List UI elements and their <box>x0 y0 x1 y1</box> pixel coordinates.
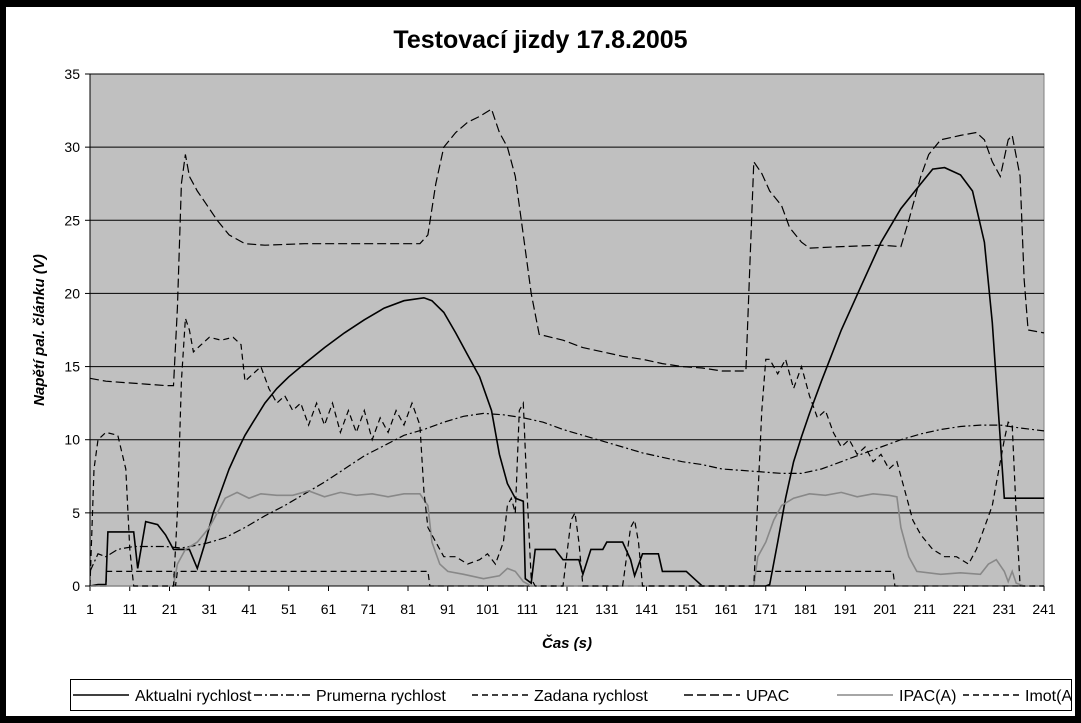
legend-label: UPAC <box>746 688 789 705</box>
chart-title: Testovací jizdy 17.8.2005 <box>393 26 688 54</box>
x-tick-label: 201 <box>873 601 897 617</box>
series-line-zadana-rychlost <box>90 570 1044 587</box>
y-tick-label: 20 <box>64 285 80 301</box>
x-tick-label: 71 <box>360 601 376 617</box>
x-tick-label: 151 <box>675 601 699 617</box>
x-tick-label: 41 <box>241 601 257 617</box>
x-tick-label: 31 <box>201 601 217 617</box>
x-tick-label: 191 <box>834 601 858 617</box>
series-line-upac <box>89 108 1045 387</box>
y-tick-label: 25 <box>64 212 80 228</box>
legend-label: Imot(A) <box>1025 688 1071 705</box>
x-tick-label: 101 <box>476 601 500 617</box>
series-line-ipac-a <box>90 490 1044 587</box>
legend-label: IPAC(A) <box>899 688 956 705</box>
chart-legend: Aktualni rychlost Prumerna rychlost Zadana… <box>70 679 1072 711</box>
x-tick-label: 141 <box>635 601 659 617</box>
series-lines <box>89 108 1045 587</box>
y-tick-label: 30 <box>64 139 80 155</box>
legend-items: Aktualni rychlost Prumerna rychlost Zadana… <box>73 688 1071 705</box>
legend-label: Zadana rychlost <box>534 688 648 705</box>
x-tick-label: 211 <box>914 601 937 617</box>
legend-label: Aktualni rychlost <box>135 688 252 705</box>
x-tick-label: 231 <box>993 601 1017 617</box>
x-tick-label: 51 <box>281 601 297 617</box>
x-tick-label: 181 <box>794 601 818 617</box>
x-tick-label: 91 <box>440 601 456 617</box>
x-tick-label: 1 <box>86 601 94 617</box>
x-tick-label: 131 <box>595 601 619 617</box>
plot-area <box>89 73 1045 587</box>
x-axis-ticks: 1 11 21 31 41 51 61 71 81 91 101 111 121 131 141 151 161… <box>86 585 1056 617</box>
x-tick-label: 11 <box>122 601 137 617</box>
y-tick-label: 35 <box>64 66 80 82</box>
legend-label: Prumerna rychlost <box>316 688 446 705</box>
x-tick-label: 241 <box>1032 601 1056 617</box>
y-tick-label: 0 <box>72 578 80 594</box>
x-tick-label: 61 <box>321 601 337 617</box>
x-tick-label: 161 <box>714 601 738 617</box>
series-line-prumerna-rychlost <box>89 412 1045 572</box>
x-tick-label: 21 <box>162 601 178 617</box>
y-tick-label: 15 <box>64 359 80 375</box>
y-axis-ticks: 0 5 10 15 20 25 30 35 <box>64 66 91 594</box>
x-tick-label: 121 <box>555 601 579 617</box>
gridlines <box>90 73 1044 514</box>
x-tick-label: 81 <box>400 601 416 617</box>
series-line-imot-a <box>89 318 1044 587</box>
y-tick-label: 10 <box>64 432 80 448</box>
x-tick-label: 171 <box>754 601 778 617</box>
y-axis-title: Napětí pal. článku (V) <box>31 254 48 406</box>
x-tick-label: 111 <box>517 601 538 617</box>
x-tick-label: 221 <box>953 601 977 617</box>
y-tick-label: 5 <box>72 505 80 521</box>
x-axis-title: Čas (s) <box>542 634 592 652</box>
